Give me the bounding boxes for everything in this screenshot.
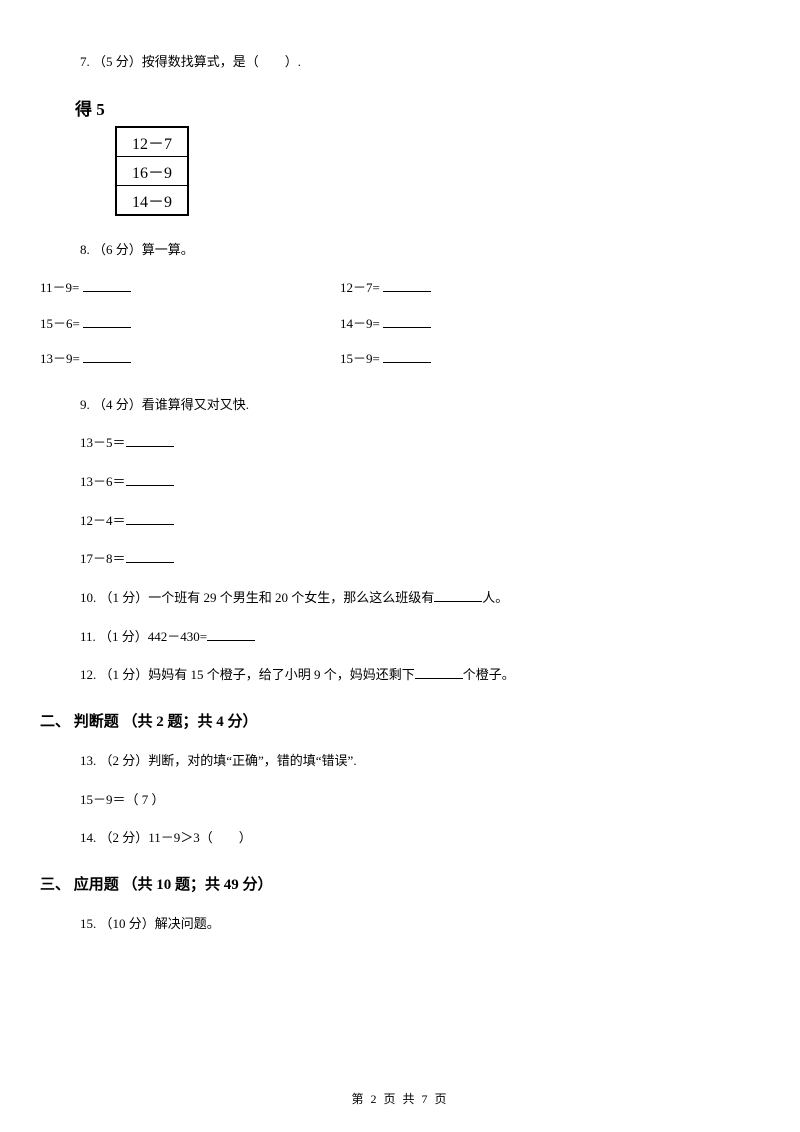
q12-suffix: 个橙子。 <box>463 667 515 682</box>
question-10: 10. （1 分）一个班有 29 个男生和 20 个女生，那么这么班级有 人。 <box>40 586 760 611</box>
blank <box>126 549 174 563</box>
blank <box>83 314 131 328</box>
question-11: 11. （1 分）442－430= <box>40 625 760 650</box>
q14-text: 14. （2 分）11－9＞3（ ） <box>80 830 252 845</box>
calc-1-right: 12－7= <box>340 280 380 295</box>
calc-2-left: 15－6= <box>40 316 80 331</box>
q13-sub: 15－9＝（ 7 ） <box>40 788 760 813</box>
question-15: 15. （10 分）解决问题。 <box>40 912 760 937</box>
box-cell-3: 14－9 <box>117 186 187 214</box>
box-table: 12－7 16－9 14－9 <box>115 126 189 216</box>
blank <box>383 278 431 292</box>
blank <box>207 627 255 641</box>
blank <box>126 511 174 525</box>
blank <box>126 472 174 486</box>
question-12: 12. （1 分）妈妈有 15 个橙子，给了小明 9 个，妈妈还剩下 个橙子。 <box>40 663 760 688</box>
calc-row-2: 15－6= 14－9= <box>40 312 760 335</box>
question-13: 13. （2 分）判断，对的填“正确”，错的填“错误”. <box>40 749 760 774</box>
q10-prefix: 10. （1 分）一个班有 29 个男生和 20 个女生，那么这么班级有 <box>80 590 434 605</box>
q7-text: 7. （5 分）按得数找算式，是（ ）. <box>80 54 301 69</box>
question-7: 7. （5 分）按得数找算式，是（ ）. <box>40 50 760 75</box>
q9-item-3: 12－4＝ <box>40 509 760 534</box>
q10-suffix: 人。 <box>482 590 508 605</box>
section-2-heading: 二、 判断题 （共 2 题；共 4 分） <box>40 710 760 731</box>
blank <box>434 588 482 602</box>
q13-text: 13. （2 分）判断，对的填“正确”，错的填“错误”. <box>80 753 357 768</box>
question-9: 9. （4 分）看谁算得又对又快. <box>40 393 760 418</box>
q9-text: 9. （4 分）看谁算得又对又快. <box>80 397 249 412</box>
q9-item-4: 17－8＝ <box>40 547 760 572</box>
calc-2-right: 14－9= <box>340 316 380 331</box>
blank <box>126 433 174 447</box>
blank <box>83 278 131 292</box>
q9-item-2: 13－6＝ <box>40 470 760 495</box>
q9-item-1: 13－5＝ <box>40 431 760 456</box>
q11-prefix: 11. （1 分）442－430= <box>80 629 207 644</box>
question-8: 8. （6 分）算一算。 <box>40 238 760 263</box>
box-cell-2: 16－9 <box>117 157 187 186</box>
calc-row-1: 11－9= 12－7= <box>40 276 760 299</box>
q15-text: 15. （10 分）解决问题。 <box>80 916 220 931</box>
calc-3-right: 15－9= <box>340 351 380 366</box>
q12-prefix: 12. （1 分）妈妈有 15 个橙子，给了小明 9 个，妈妈还剩下 <box>80 667 415 682</box>
blank <box>383 314 431 328</box>
calc-1-left: 11－9= <box>40 280 79 295</box>
question-14: 14. （2 分）11－9＞3（ ） <box>40 826 760 851</box>
q8-text: 8. （6 分）算一算。 <box>80 242 194 257</box>
calc-row-3: 13－9= 15－9= <box>40 347 760 370</box>
section-3-heading: 三、 应用题 （共 10 题；共 49 分） <box>40 873 760 894</box>
blank <box>383 349 431 363</box>
calc-3-left: 13－9= <box>40 351 80 366</box>
blank <box>83 349 131 363</box>
box-title: 得 5 <box>75 95 760 120</box>
page-footer: 第 2 页 共 7 页 <box>0 1090 800 1107</box>
box-cell-1: 12－7 <box>117 128 187 157</box>
blank <box>415 665 463 679</box>
